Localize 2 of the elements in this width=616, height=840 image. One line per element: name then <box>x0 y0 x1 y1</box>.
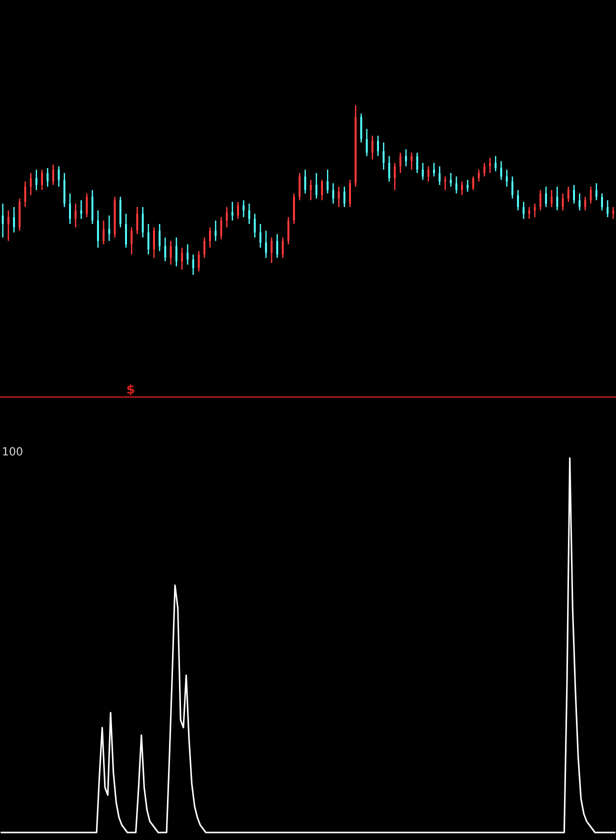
text: $ <box>127 384 134 396</box>
text: 100 <box>3 447 22 456</box>
